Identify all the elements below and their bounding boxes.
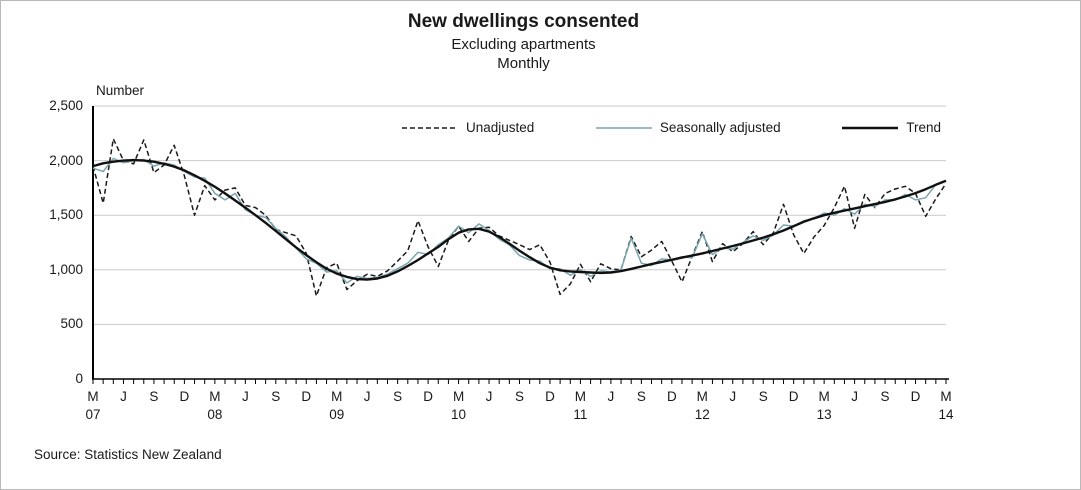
- x-axis-tick-label: M: [940, 389, 952, 404]
- x-axis-tick-label: S: [636, 389, 646, 404]
- x-axis-year-label: 07: [85, 407, 101, 422]
- unadjusted-line-sample-icon: [402, 126, 458, 129]
- x-axis-tick-label: J: [485, 389, 493, 404]
- y-axis-tick-label: 2,000: [49, 152, 83, 168]
- legend-label-unadjusted: Unadjusted: [466, 120, 535, 135]
- x-axis-tick-label: D: [545, 389, 555, 404]
- chart-frequency: Monthly: [497, 55, 550, 72]
- legend: Unadjusted Seasonally adjusted Trend: [401, 120, 941, 135]
- x-axis-tick-label: S: [393, 389, 403, 404]
- x-axis-tick-label: M: [574, 389, 587, 404]
- y-axis-tick-label: 1,000: [49, 261, 83, 277]
- x-axis-tick-label: D: [910, 389, 921, 404]
- chart-title: New dwellings consented: [407, 11, 640, 32]
- series-line-seasonally-adjusted: [92, 157, 947, 284]
- x-axis-tick-label: S: [880, 389, 890, 404]
- x-axis-tick-label: M: [87, 389, 99, 404]
- legend-label-trend: Trend: [906, 120, 941, 135]
- y-axis-tick-label: 1,500: [49, 207, 83, 223]
- y-axis-tick-label: 500: [60, 316, 83, 332]
- legend-label-seasonally-adjusted: Seasonally adjusted: [659, 120, 781, 135]
- x-axis-tick-label: M: [209, 389, 221, 404]
- x-axis-year-label: 13: [816, 407, 832, 422]
- y-axis-unit-label: Number: [96, 83, 145, 98]
- x-axis-tick-label: J: [363, 389, 371, 404]
- series-line-trend: [92, 158, 947, 281]
- x-axis-tick-label: M: [452, 389, 465, 404]
- legend-item-trend: Trend: [841, 120, 941, 135]
- x-axis-tick-label: D: [788, 389, 799, 404]
- x-axis-year-label: 12: [694, 407, 710, 422]
- x-axis-tick-label: J: [851, 389, 858, 404]
- x-axis-tick-label: S: [271, 389, 281, 404]
- series-line-unadjusted: [92, 138, 947, 297]
- y-axis-tick-label: 0: [75, 371, 83, 386]
- trend-line-sample-icon: [842, 126, 899, 129]
- x-axis-tick-label: M: [696, 389, 708, 404]
- x-axis-tick-label: D: [179, 389, 190, 404]
- x-axis-tick-label: S: [514, 389, 524, 404]
- x-axis-tick-label: M: [331, 389, 343, 404]
- x-axis-tick-label: D: [666, 389, 677, 404]
- legend-item-unadjusted: Unadjusted: [401, 120, 534, 135]
- legend-item-seasonally-adjusted: Seasonally adjusted: [595, 120, 781, 135]
- x-axis-tick-label: D: [423, 389, 433, 404]
- chart-subtitle: Excluding apartments: [451, 36, 596, 53]
- x-axis-year-label: 11: [573, 407, 588, 422]
- x-axis-tick-label: D: [301, 389, 312, 404]
- x-axis-year-label: 09: [329, 407, 345, 422]
- seasonally-adjusted-line-sample-icon: [595, 126, 652, 129]
- x-axis-year-label: 10: [451, 407, 467, 422]
- x-axis-tick-label: J: [729, 389, 737, 404]
- x-axis-tick-label: S: [149, 389, 159, 404]
- x-axis-tick-label: J: [241, 389, 249, 404]
- x-axis-year-label: 08: [207, 407, 223, 422]
- y-axis-tick-label: 2,500: [49, 98, 83, 113]
- source-note: Source: Statistics New Zealand: [34, 447, 222, 462]
- x-axis-tick-label: J: [607, 389, 615, 404]
- x-axis-year-label: 14: [938, 407, 954, 422]
- x-axis-tick-label: M: [818, 389, 830, 404]
- title-block: New dwellings consented Excluding apartm…: [1, 11, 1046, 72]
- x-axis-tick-label: J: [120, 389, 127, 404]
- x-axis-tick-label: S: [758, 389, 768, 404]
